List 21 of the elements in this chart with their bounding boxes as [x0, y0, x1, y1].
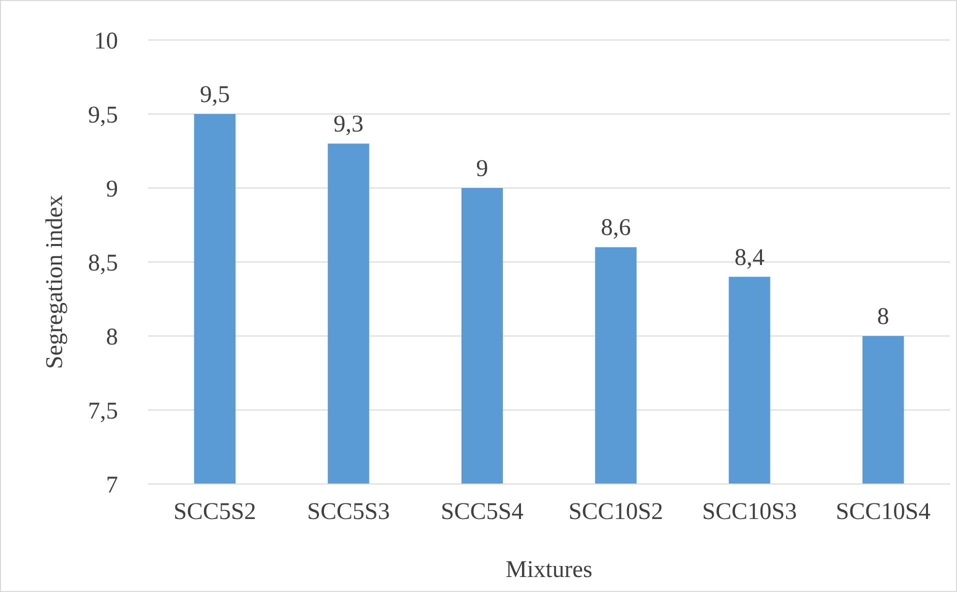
- x-tick-label: SCC10S3: [702, 499, 797, 525]
- data-label: 9: [476, 156, 488, 182]
- y-axis-title: Segregation index: [42, 195, 68, 369]
- y-tick-label: 7,5: [88, 398, 118, 424]
- x-axis-title: Mixtures: [506, 557, 592, 583]
- x-tick-label: SCC5S2: [173, 499, 256, 525]
- y-tick-label: 9: [106, 176, 118, 202]
- x-tick-label: SCC10S2: [568, 499, 664, 525]
- x-tick-label: SCC5S4: [440, 499, 524, 525]
- x-tick-label: SCC10S4: [836, 499, 931, 525]
- data-label: 8,6: [600, 215, 631, 242]
- y-tick-label: 8,5: [88, 250, 118, 276]
- data-label: 9,3: [334, 112, 364, 138]
- data-label: 8: [877, 304, 890, 330]
- data-label: 8,4: [734, 244, 764, 271]
- data-label: 9,5: [200, 82, 230, 108]
- y-tick-label: 10: [94, 28, 118, 54]
- y-tick-label: 7: [106, 472, 118, 498]
- y-tick-label: 8: [106, 324, 118, 350]
- x-tick-label: SCC5S3: [307, 499, 390, 525]
- y-tick-label: 9,5: [88, 102, 118, 128]
